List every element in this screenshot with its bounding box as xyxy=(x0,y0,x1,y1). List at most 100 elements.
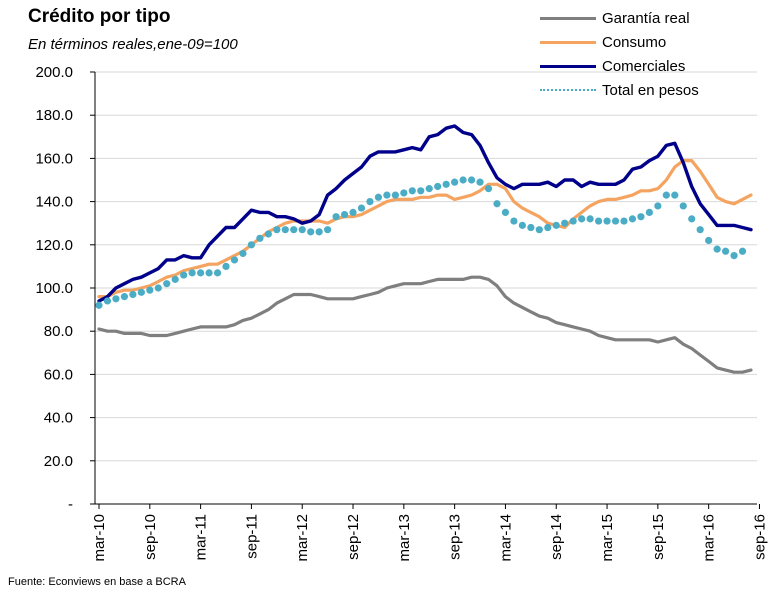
x-tick-label: sep-16 xyxy=(751,514,768,560)
x-tick-label: mar-11 xyxy=(193,514,210,560)
data-point-total-en-pesos xyxy=(222,262,230,270)
data-point-total-en-pesos xyxy=(417,187,425,195)
legend-item-consumo: Consumo xyxy=(540,30,699,54)
legend-swatch-garantia-real xyxy=(540,16,596,20)
chart-legend: Garantía real Consumo Comerciales Total … xyxy=(540,6,699,102)
legend-label-garantia-real: Garantía real xyxy=(602,9,690,27)
data-point-total-en-pesos xyxy=(103,297,112,305)
data-point-total-en-pesos xyxy=(594,217,603,225)
legend-swatch-consumo xyxy=(540,40,596,44)
data-point-total-en-pesos xyxy=(544,223,552,232)
data-point-total-en-pesos xyxy=(451,178,459,186)
x-tick-label: sep-11 xyxy=(243,514,260,559)
data-point-total-en-pesos xyxy=(671,191,679,199)
data-point-total-en-pesos xyxy=(95,301,103,309)
data-point-total-en-pesos xyxy=(374,193,383,201)
data-point-total-en-pesos xyxy=(527,223,535,232)
data-point-total-en-pesos xyxy=(307,228,315,236)
x-tick-label: mar-15 xyxy=(599,514,616,562)
y-tick-label: 80.0 xyxy=(44,323,73,340)
data-point-total-en-pesos xyxy=(425,185,433,193)
data-point-total-en-pesos xyxy=(434,182,442,191)
data-point-total-en-pesos xyxy=(688,215,696,223)
x-tick-label: mar-16 xyxy=(701,514,718,562)
data-point-total-en-pesos xyxy=(137,288,145,296)
data-point-total-en-pesos xyxy=(264,230,272,238)
y-tick-label: 160.0 xyxy=(35,150,73,167)
data-point-total-en-pesos xyxy=(188,269,196,277)
legend-item-comerciales: Comerciales xyxy=(540,54,699,78)
legend-item-total-en-pesos: Total en pesos xyxy=(540,78,699,102)
data-point-total-en-pesos xyxy=(535,226,543,234)
chart-subtitle: En términos reales,ene-09=100 xyxy=(28,36,238,53)
data-point-total-en-pesos xyxy=(637,213,645,221)
data-point-total-en-pesos xyxy=(340,210,349,219)
x-tick-label: mar-12 xyxy=(294,514,311,562)
data-point-total-en-pesos xyxy=(366,198,374,206)
y-tick-label: - xyxy=(68,496,73,513)
data-point-total-en-pesos xyxy=(213,269,222,277)
legend-label-comerciales: Comerciales xyxy=(602,57,686,75)
data-point-total-en-pesos xyxy=(611,217,620,225)
data-point-total-en-pesos xyxy=(332,213,340,221)
legend-swatch-total-en-pesos xyxy=(540,89,596,91)
data-point-total-en-pesos xyxy=(493,200,501,208)
data-point-total-en-pesos xyxy=(154,284,162,292)
data-point-total-en-pesos xyxy=(247,241,256,249)
data-point-total-en-pesos xyxy=(442,180,450,188)
data-point-total-en-pesos xyxy=(654,202,662,210)
x-tick-label: sep-14 xyxy=(548,514,565,560)
data-point-total-en-pesos xyxy=(298,226,306,234)
data-point-total-en-pesos xyxy=(713,245,721,253)
data-point-total-en-pesos xyxy=(256,234,264,242)
data-point-total-en-pesos xyxy=(281,226,289,234)
data-point-total-en-pesos xyxy=(586,215,594,223)
data-point-total-en-pesos xyxy=(603,217,611,225)
data-point-total-en-pesos xyxy=(467,176,476,184)
data-point-total-en-pesos xyxy=(476,178,484,186)
data-point-total-en-pesos xyxy=(484,185,493,193)
y-tick-label: 140.0 xyxy=(35,194,73,211)
data-point-total-en-pesos xyxy=(569,217,577,225)
y-tick-label: 60.0 xyxy=(44,366,73,383)
data-point-total-en-pesos xyxy=(721,247,730,255)
data-point-total-en-pesos xyxy=(163,280,171,288)
x-tick-label: mar-13 xyxy=(396,514,413,562)
data-point-total-en-pesos xyxy=(561,219,569,227)
x-tick-label: sep-10 xyxy=(142,514,159,560)
data-point-total-en-pesos xyxy=(391,191,399,199)
data-point-total-en-pesos xyxy=(171,275,179,283)
data-point-total-en-pesos xyxy=(501,208,510,216)
data-point-total-en-pesos xyxy=(239,249,247,258)
y-tick-label: 180.0 xyxy=(35,107,73,124)
data-point-total-en-pesos xyxy=(730,252,738,260)
x-tick-label: sep-15 xyxy=(650,514,667,560)
legend-swatch-comerciales xyxy=(540,64,596,68)
y-tick-label: 200.0 xyxy=(35,64,73,81)
data-point-total-en-pesos xyxy=(230,256,239,264)
data-point-total-en-pesos xyxy=(679,202,687,210)
data-point-total-en-pesos xyxy=(290,226,298,234)
data-point-total-en-pesos xyxy=(349,208,357,216)
data-point-total-en-pesos xyxy=(578,215,586,223)
data-point-total-en-pesos xyxy=(197,269,205,277)
x-tick-label: mar-14 xyxy=(497,514,514,562)
data-point-total-en-pesos xyxy=(324,226,332,234)
legend-label-total-en-pesos: Total en pesos xyxy=(602,81,699,99)
data-point-total-en-pesos xyxy=(400,189,408,197)
data-point-total-en-pesos xyxy=(129,290,137,299)
data-point-total-en-pesos xyxy=(645,208,653,216)
legend-item-garantia-real: Garantía real xyxy=(540,6,699,30)
series-line-consumo xyxy=(97,159,753,299)
series-line-comerciales xyxy=(97,124,753,303)
x-tick-label: sep-12 xyxy=(345,514,362,560)
data-point-total-en-pesos xyxy=(459,176,467,184)
series-line-garant-a-real xyxy=(97,275,753,374)
data-point-total-en-pesos xyxy=(696,226,704,234)
source-note: Fuente: Econviews en base a BCRA xyxy=(8,576,186,588)
x-tick-label: sep-13 xyxy=(447,514,464,560)
data-point-total-en-pesos xyxy=(205,269,213,277)
data-point-total-en-pesos xyxy=(628,215,637,223)
y-tick-label: 40.0 xyxy=(44,410,73,427)
